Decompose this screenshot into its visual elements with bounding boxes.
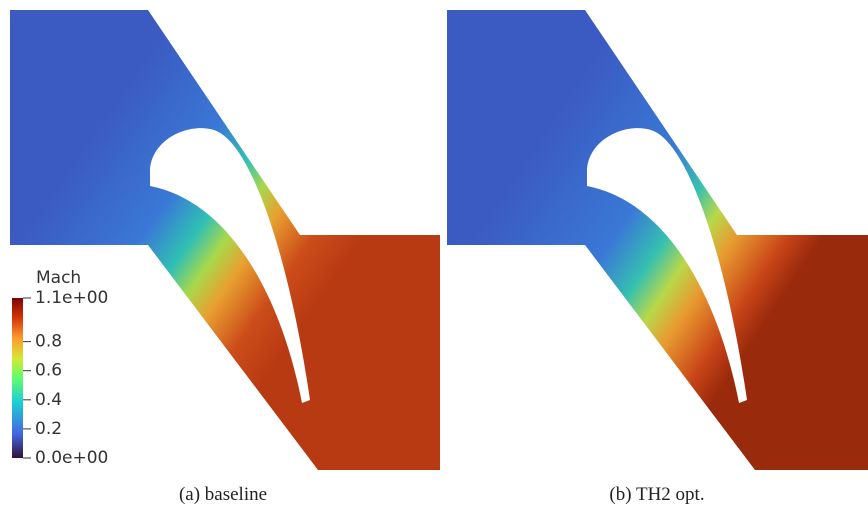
colorbar-scale [12, 298, 23, 458]
flow-field [447, 10, 868, 470]
panel-b [447, 10, 868, 470]
colorbar-tick-label: 1.1e+00 [35, 288, 108, 308]
colorbar-tick-label: 0.0e+00 [35, 448, 108, 468]
colorbar: Mach 1.1e+00 0.8 0.6 0.4 0.2 0.0e+00 [12, 268, 108, 468]
blade [587, 128, 747, 403]
colorbar-title: Mach [36, 268, 81, 288]
flow-field [10, 10, 440, 470]
colorbar-tick-label: 0.4 [35, 390, 62, 410]
panel-a [10, 10, 440, 470]
colorbar-tick-label: 0.6 [35, 361, 62, 381]
blade [150, 128, 310, 403]
caption: (b) TH2 opt. [609, 484, 704, 505]
colorbar-tick-label: 0.8 [35, 332, 62, 352]
colorbar-tick-label: 0.2 [35, 419, 62, 439]
caption: (a) baseline [179, 484, 267, 505]
